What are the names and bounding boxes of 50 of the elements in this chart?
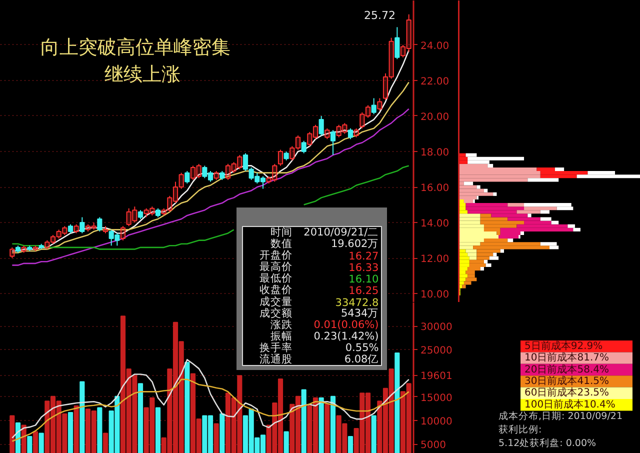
y-tick-label: 30000 <box>420 322 452 334</box>
y-tick-label: 5000 <box>420 440 446 452</box>
text: 33472.8 <box>335 296 379 309</box>
category-label: 时间 <box>270 225 293 238</box>
y-tick-label: 10.00 <box>420 290 450 301</box>
y-tick-label: 12.00 <box>420 254 450 266</box>
text: 19.602万 <box>330 238 379 250</box>
text: 16.10 <box>348 274 379 286</box>
text: 继续上涨 <box>104 64 180 86</box>
text: 5434万 <box>341 307 379 320</box>
y-tick-label: 16.00 <box>420 183 450 194</box>
category-label: 换手率 <box>260 341 293 354</box>
text: 16.25 <box>348 285 379 298</box>
text: 30日前成本41.5% <box>524 374 609 387</box>
text: 6.08亿 <box>344 354 379 366</box>
category-label: 数值 <box>270 238 293 250</box>
category-label: 成交额 <box>260 306 293 320</box>
category-label: 开盘价 <box>260 249 293 262</box>
category-label: 振幅 <box>270 330 293 343</box>
category-label: 最高价 <box>260 260 293 274</box>
text: 成本分布,日期: 2010/09/21 <box>498 410 622 422</box>
text: 16.27 <box>348 250 379 262</box>
y-tick-label: 10000 <box>420 416 452 428</box>
category-label: 最低价 <box>260 272 293 285</box>
text: 向上突破高位单峰密集 <box>40 36 230 58</box>
text: 60日前成本23.5% <box>524 386 609 399</box>
category-label: 流通股 <box>260 352 293 366</box>
text: 16.33 <box>348 262 379 274</box>
text: 5.12处获利盘: 0.00% <box>498 437 596 449</box>
text: 10日前成本81.7% <box>524 352 609 364</box>
category-label: 涨跌 <box>270 318 293 331</box>
y-tick-label: 22.00 <box>420 76 450 88</box>
text: 0.23(1.42%) <box>314 330 379 343</box>
category-label: 收盘价 <box>260 284 293 296</box>
text: 100日前成本10.4% <box>524 398 616 410</box>
y-tick-label: 18.00 <box>420 148 450 158</box>
y-tick-label: 24.00 <box>420 40 450 52</box>
text: 0.01(0.06%) <box>314 318 379 331</box>
y-tick-label: 25000 <box>420 346 452 357</box>
text: 5日前成本92.9% <box>524 340 603 352</box>
y-tick-label: 20.00 <box>420 112 450 123</box>
text: 0.55% <box>345 342 379 354</box>
text: 获利比例: <box>498 424 542 436</box>
y-tick-label: 15000 <box>420 392 452 404</box>
text: 2010/09/21/二 <box>304 226 379 238</box>
y-tick-label: 14.00 <box>420 218 450 230</box>
annotation: 25.72 <box>364 9 396 22</box>
category-label: 成交量 <box>260 294 293 308</box>
y-tick-label: 19601 <box>420 371 452 382</box>
text: 20日前成本58.4% <box>524 363 609 376</box>
